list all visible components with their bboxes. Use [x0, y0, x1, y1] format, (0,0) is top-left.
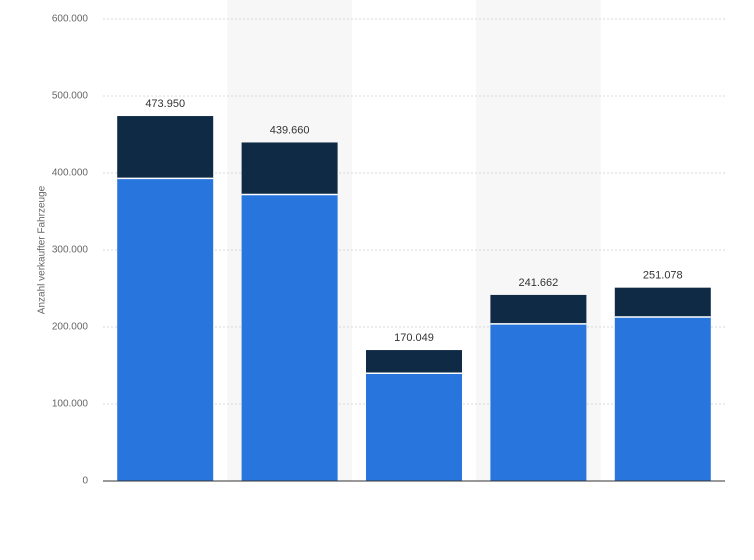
y-tick-label: 100.000	[52, 399, 89, 410]
y-tick-label: 400.000	[52, 168, 89, 179]
y-tick-label: 300.000	[52, 245, 89, 256]
value-label: 170.049	[394, 332, 434, 344]
bar-segment	[366, 373, 462, 481]
y-tick-label: 500.000	[52, 91, 89, 102]
value-label: 241.662	[519, 277, 559, 289]
value-label: 439.660	[270, 124, 310, 136]
value-label: 251.078	[643, 270, 683, 282]
value-label: 473.950	[145, 98, 185, 110]
bar-segment	[241, 142, 338, 195]
bar-segment	[614, 316, 711, 481]
y-tick-label: 200.000	[52, 322, 89, 333]
bar-segment	[117, 178, 214, 481]
bar-segment	[614, 287, 711, 317]
bar-segment	[241, 194, 338, 481]
bar-segment	[366, 350, 462, 374]
bar-segment	[117, 116, 214, 179]
y-tick-label: 600.000	[52, 14, 89, 25]
y-axis-label: Anzahl verkaufter Fahrzeuge	[37, 185, 48, 314]
y-tick-label: 0	[82, 476, 88, 487]
bar-segment	[490, 294, 587, 324]
bar-segment	[490, 323, 587, 481]
